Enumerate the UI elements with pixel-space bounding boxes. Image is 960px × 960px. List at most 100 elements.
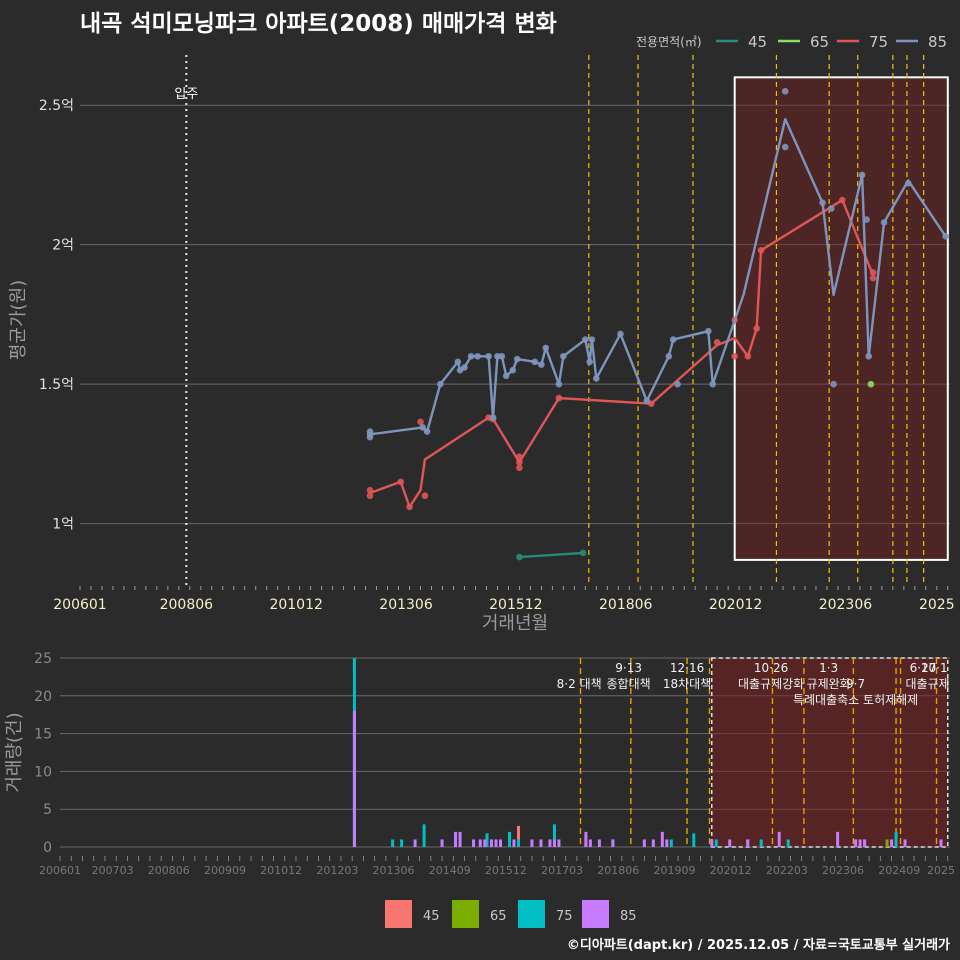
volume-bar-85 <box>939 839 943 847</box>
volume-x-tick-11: 201909 <box>653 864 695 877</box>
data-point-85 <box>830 380 837 388</box>
volume-bar-75 <box>516 839 520 847</box>
data-point-75 <box>366 492 374 500</box>
volume-bar-85 <box>512 839 516 847</box>
volume-bar-85 <box>858 839 862 847</box>
data-point-75 <box>757 246 765 254</box>
volume-x-tick-14: 202306 <box>822 864 864 877</box>
series-line-45 <box>519 551 584 559</box>
x-tick-label-6: 202012 <box>709 597 762 613</box>
volume-legend-label-85: 85 <box>620 909 637 924</box>
data-point-45 <box>516 553 523 561</box>
data-point-75 <box>731 352 738 360</box>
x-tick-label-7: 202306 <box>819 597 873 613</box>
data-point-85 <box>904 180 912 187</box>
volume-bar-85 <box>890 839 894 847</box>
volume-bar-75 <box>692 833 696 847</box>
volume-bar-85 <box>494 839 498 847</box>
data-point-75 <box>839 196 846 204</box>
volume-legend-label-65: 65 <box>490 909 507 924</box>
volume-bar-75 <box>894 831 898 847</box>
data-point-85 <box>781 87 789 95</box>
volume-bar-85 <box>728 839 732 847</box>
data-point-75 <box>397 478 405 486</box>
policy-annotation-3: 12·16 <box>670 661 704 675</box>
data-point-85 <box>665 352 673 360</box>
data-point-75 <box>753 325 760 332</box>
volume-y-axis-title: 거래량(건) <box>4 712 25 792</box>
legend-label-85: 85 <box>928 33 947 51</box>
data-point-85 <box>419 424 427 431</box>
volume-bar-85 <box>660 831 664 847</box>
volume-bar-85 <box>552 839 556 847</box>
data-point-85 <box>474 352 481 360</box>
data-point-85 <box>942 233 949 240</box>
data-point-85 <box>858 171 866 179</box>
volume-x-tick-4: 201012 <box>260 864 302 877</box>
data-point-75 <box>406 503 413 511</box>
volume-x-tick-5: 201203 <box>316 864 358 877</box>
volume-bar-85 <box>903 839 907 847</box>
policy-annotation-13: 대출규제 <box>905 677 949 691</box>
policy-annotation-1: 9·13 <box>615 661 642 675</box>
data-point-85 <box>705 327 712 335</box>
volume-bar-85 <box>478 839 482 847</box>
volume-bar-85 <box>584 831 588 847</box>
volume-bar-85 <box>746 839 750 847</box>
volume-bar-85 <box>458 831 462 847</box>
data-point-75 <box>516 458 523 466</box>
policy-annotation-7: 1·3 <box>819 661 838 675</box>
volume-highlight-box <box>711 657 949 848</box>
x-tick-label-8: 2025 <box>919 597 955 613</box>
data-point-85 <box>865 352 873 360</box>
volume-bar-85 <box>352 710 356 847</box>
volume-y-tick-4: 20 <box>34 689 52 705</box>
volume-bar-85 <box>777 831 781 847</box>
volume-bar-65 <box>885 839 889 847</box>
legend-label-75: 75 <box>869 33 888 51</box>
x-tick-label-1: 200806 <box>160 597 214 613</box>
policy-annotation-12: 10·1 <box>921 661 948 675</box>
volume-x-tick-12: 202012 <box>710 864 752 877</box>
volume-x-tick-1: 200703 <box>92 864 134 877</box>
move-in-label: 입주 <box>174 87 198 102</box>
volume-bar-75 <box>786 839 790 847</box>
data-point-75 <box>516 453 523 460</box>
data-point-85 <box>366 431 374 438</box>
data-point-85 <box>461 364 468 371</box>
data-point-85 <box>489 414 497 421</box>
policy-annotation-5: 10·26 <box>754 661 788 675</box>
volume-bar-85 <box>665 839 669 847</box>
volume-y-tick-5: 25 <box>34 651 52 667</box>
data-point-85 <box>531 358 539 366</box>
volume-y-tick-1: 5 <box>43 802 52 818</box>
volume-bar-85 <box>539 839 543 847</box>
data-point-85 <box>592 375 600 382</box>
policy-annotation-9: 9·7 <box>846 677 865 691</box>
data-point-85 <box>437 380 444 388</box>
data-point-75 <box>516 464 523 472</box>
volume-bar-85 <box>710 839 714 847</box>
volume-bar-85 <box>651 839 655 847</box>
data-point-85 <box>643 397 651 405</box>
data-point-85 <box>502 372 510 380</box>
data-point-75 <box>869 269 877 276</box>
volume-bar-85 <box>588 839 592 847</box>
data-point-85 <box>674 380 681 388</box>
volume-bar-75 <box>669 839 673 847</box>
data-point-85 <box>467 352 475 360</box>
policy-annotation-4: 18차대책 <box>663 676 711 691</box>
data-point-85 <box>542 344 550 352</box>
y-tick-label-3: 2.5억 <box>39 98 74 114</box>
data-point-85 <box>588 336 596 343</box>
volume-y-tick-0: 0 <box>43 840 52 856</box>
policy-annotation-0: 8·2 대책 <box>557 676 602 691</box>
volume-legend-swatch-45 <box>385 900 412 928</box>
legend-label-45: 45 <box>748 33 767 51</box>
policy-annotation-10: 특례대출축소 토허제해제 <box>793 693 918 707</box>
data-point-85 <box>617 330 624 338</box>
data-point-75 <box>744 352 752 360</box>
volume-x-tick-0: 200601 <box>39 864 81 877</box>
x-tick-label-3: 201306 <box>379 597 433 613</box>
